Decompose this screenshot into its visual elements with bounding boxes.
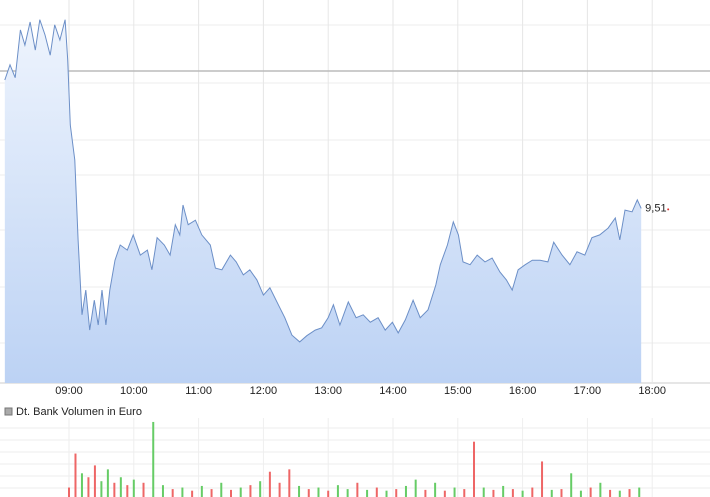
volume-bar bbox=[521, 490, 524, 497]
volume-bar bbox=[249, 485, 252, 497]
volume-bar bbox=[511, 489, 514, 497]
volume-bar bbox=[453, 487, 456, 497]
x-tick-label: 17:00 bbox=[574, 385, 602, 397]
volume-bar bbox=[366, 489, 369, 497]
volume-bar bbox=[68, 487, 70, 497]
volume-bar bbox=[220, 482, 223, 497]
volume-bar bbox=[628, 489, 631, 497]
volume-bar bbox=[579, 490, 582, 497]
volume-bar bbox=[119, 477, 122, 497]
volume-bar bbox=[463, 489, 466, 497]
volume-bar bbox=[239, 487, 242, 497]
volume-bar bbox=[100, 481, 103, 497]
x-tick-label: 14:00 bbox=[379, 385, 407, 397]
volume-bar bbox=[132, 479, 135, 497]
x-tick-label: 12:00 bbox=[250, 385, 278, 397]
volume-bar bbox=[152, 421, 155, 497]
volume-bar bbox=[87, 477, 90, 497]
volume-bar bbox=[161, 485, 164, 497]
price-line bbox=[4, 19, 642, 343]
volume-bar bbox=[385, 490, 388, 497]
x-tick-label: 10:00 bbox=[120, 385, 148, 397]
volume-bar bbox=[142, 482, 145, 497]
volume-bar bbox=[268, 471, 271, 497]
volume-bar bbox=[298, 485, 301, 497]
volume-bar bbox=[307, 489, 310, 497]
volume-bar bbox=[356, 482, 359, 497]
volume-bar bbox=[570, 473, 573, 497]
volume-bar bbox=[317, 487, 320, 497]
volume-bar bbox=[200, 485, 203, 497]
volume-bar bbox=[210, 489, 213, 497]
volume-bar bbox=[106, 469, 109, 497]
legend-swatch bbox=[4, 407, 13, 416]
volume-bar bbox=[80, 473, 83, 497]
volume-bar bbox=[113, 482, 116, 497]
volume-bar bbox=[482, 487, 485, 497]
volume-bar bbox=[473, 441, 475, 497]
volume-bar bbox=[346, 489, 349, 497]
volume-bar bbox=[618, 490, 621, 497]
volume-bar bbox=[502, 485, 505, 497]
volume-bar bbox=[424, 489, 427, 497]
area-fill bbox=[4, 19, 642, 383]
volume-bar bbox=[414, 479, 417, 497]
volume-bar bbox=[74, 453, 77, 497]
volume-bar bbox=[375, 487, 378, 497]
volume-bar bbox=[531, 487, 534, 497]
volume-bar bbox=[395, 489, 398, 497]
volume-bar bbox=[550, 489, 553, 497]
volume-bar bbox=[609, 489, 612, 497]
volume-bar bbox=[638, 487, 641, 497]
volume-bar bbox=[126, 485, 129, 497]
volume-bar bbox=[93, 465, 96, 497]
last-price-dot bbox=[667, 208, 670, 211]
volume-bar bbox=[443, 490, 446, 497]
volume-bar bbox=[599, 482, 602, 497]
volume-bar bbox=[259, 481, 262, 497]
volume-bar bbox=[288, 469, 291, 497]
volume-bar bbox=[230, 489, 232, 497]
volume-bar bbox=[191, 490, 194, 497]
volume-bar bbox=[492, 489, 495, 497]
volume-bar bbox=[336, 485, 339, 497]
volume-bar bbox=[541, 461, 544, 497]
volume-bar bbox=[434, 482, 437, 497]
x-tick-label: 16:00 bbox=[509, 385, 537, 397]
volume-bar bbox=[404, 485, 407, 497]
volume-bar bbox=[278, 482, 281, 497]
volume-bar bbox=[327, 490, 330, 497]
x-tick-label: 15:00 bbox=[444, 385, 472, 397]
volume-bar bbox=[171, 489, 174, 497]
volume-bar bbox=[589, 487, 592, 497]
x-tick-label: 18:00 bbox=[638, 385, 666, 397]
last-price-label: 9,51 bbox=[645, 202, 666, 214]
x-tick-label: 11:00 bbox=[185, 385, 212, 397]
x-tick-label: 09:00 bbox=[55, 385, 83, 397]
volume-bar bbox=[560, 489, 563, 497]
legend-label: Dt. Bank Volumen in Euro bbox=[16, 406, 142, 418]
x-tick-label: 13:00 bbox=[314, 385, 342, 397]
volume-bar bbox=[181, 487, 184, 497]
